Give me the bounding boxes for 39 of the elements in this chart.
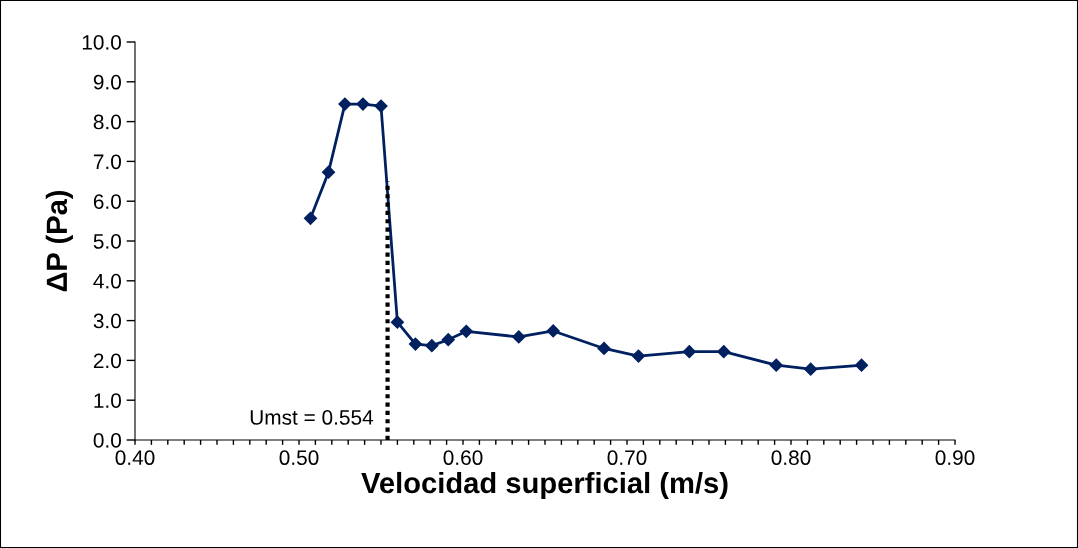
point	[682, 345, 696, 359]
annotation: Umst = 0.554	[250, 410, 374, 425]
point	[459, 324, 473, 338]
point	[408, 337, 423, 351]
y-tick-label: 1.0	[94, 393, 121, 408]
point	[441, 333, 455, 347]
point	[356, 97, 370, 111]
point	[390, 315, 404, 329]
y-tick-label: 8.0	[93, 114, 121, 130]
point	[512, 330, 526, 344]
x-tick-label: 0.40	[115, 450, 155, 466]
x-tick-label: 0.50	[279, 450, 319, 466]
y-tick-label: 3.0	[93, 313, 121, 329]
x-tick-label: 0.70	[607, 450, 647, 466]
y-tick-label: 0.0	[93, 433, 121, 448]
y-tick-label: 7.0	[93, 154, 121, 170]
point	[769, 358, 783, 372]
point	[597, 341, 611, 356]
x-tick-label: 0.60	[443, 450, 483, 466]
point	[546, 324, 560, 338]
x-tick-label: 0.80	[771, 450, 811, 466]
y-tick-label: 4.0	[93, 273, 121, 289]
y-tick-label: 9.0	[93, 74, 121, 90]
y-tick-label: 5.0	[93, 234, 121, 249]
x-axis-title: Velocidad superficial (m/s)	[361, 471, 728, 500]
point	[804, 362, 818, 376]
y-axis-title: ΔP (Pa)	[45, 190, 73, 292]
point	[631, 349, 646, 363]
point	[717, 345, 731, 359]
point	[338, 97, 352, 111]
y-tick-label: 6.0	[93, 194, 121, 209]
y-tick-label: 10.0	[82, 35, 121, 50]
point	[321, 165, 336, 179]
x-tick-label: 0.90	[935, 450, 975, 466]
y-tick-label: 2.0	[93, 353, 121, 369]
point	[303, 211, 318, 225]
point	[425, 339, 439, 353]
point	[374, 99, 388, 113]
point	[854, 358, 869, 372]
